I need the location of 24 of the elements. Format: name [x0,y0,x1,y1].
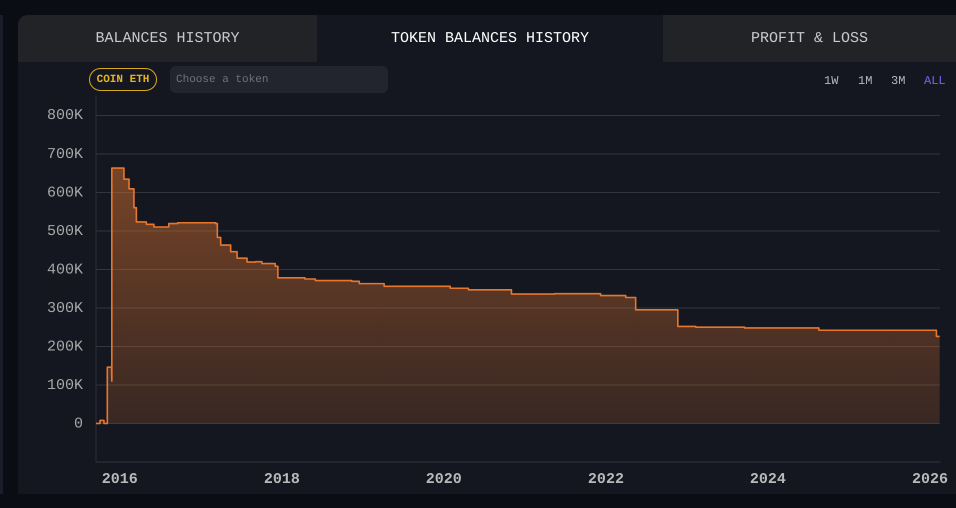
range-label: 1M [858,74,872,88]
x-tick-label: 2018 [264,470,300,488]
search-field: Choose a token [170,66,388,93]
tab: PROFIT & LOSS [663,15,956,62]
range-label: ALL [924,74,946,88]
x-tick-label: 2016 [102,470,138,488]
chart-title: TOKEN BALANCES HISTORY [390,30,590,47]
y-tick-label: 400K [46,261,83,278]
y-tick-label: 800K [46,107,83,124]
coin-badge: COIN ETH [89,68,157,91]
x-tick-label: 2026 [912,470,948,488]
y-tick-label: 200K [46,338,83,356]
y-tick-label: 700K [46,146,83,163]
x-tick-label: 2024 [750,470,786,488]
y-tick-label: 600K [46,184,83,202]
y-tick-label: 100K [46,376,83,394]
range-label: 1W [824,74,838,88]
range-label: 3M [891,74,906,88]
x-tick-label: 2022 [588,470,624,488]
y-tick-label: 0 [74,415,83,432]
x-tick-label: 2020 [426,470,462,488]
tab: BALANCES HISTORY [18,15,317,62]
y-tick-label: 500K [46,222,83,240]
y-tick-label: 300K [46,300,83,317]
